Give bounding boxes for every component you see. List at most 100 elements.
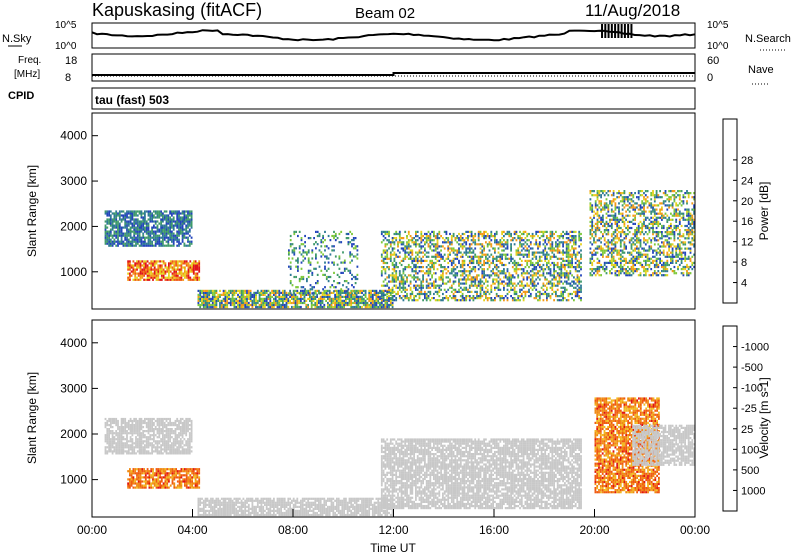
heatmap-cell bbox=[305, 303, 308, 307]
heatmap-cell bbox=[197, 295, 200, 298]
heatmap-cell bbox=[627, 261, 629, 264]
heatmap-cell bbox=[526, 239, 529, 242]
heatmap-cell bbox=[537, 251, 539, 254]
heatmap-cell bbox=[504, 274, 507, 277]
heatmap-cell bbox=[596, 265, 599, 269]
heatmap-cell bbox=[646, 206, 649, 209]
heatmap-cell bbox=[479, 288, 482, 291]
heatmap-cell bbox=[643, 192, 645, 195]
heatmap-cell bbox=[598, 245, 601, 248]
heatmap-cell bbox=[395, 239, 398, 242]
heatmap-cell bbox=[154, 222, 157, 225]
heatmap-cell bbox=[574, 295, 577, 298]
heatmap-cell bbox=[670, 222, 672, 225]
heatmap-cell bbox=[416, 243, 419, 246]
heatmap-cell bbox=[630, 206, 633, 209]
heatmap-cell bbox=[316, 280, 319, 283]
heatmap-cell bbox=[648, 222, 651, 225]
heatmap-cell bbox=[139, 266, 142, 269]
heatmap-cell bbox=[442, 237, 444, 240]
heatmap-cell bbox=[551, 255, 554, 258]
heatmap-cell bbox=[517, 297, 520, 300]
heatmap-cell bbox=[133, 240, 136, 243]
heatmap-cell bbox=[449, 278, 451, 281]
heatmap-cell bbox=[593, 239, 595, 242]
heatmap-cell bbox=[144, 244, 146, 247]
heatmap-cell bbox=[318, 301, 320, 305]
heatmap-cell bbox=[213, 289, 216, 292]
heatmap-cell bbox=[142, 236, 145, 239]
heatmap-cell bbox=[495, 268, 498, 271]
heatmap-cell bbox=[558, 257, 561, 260]
heatmap-cell bbox=[664, 274, 667, 277]
heatmap-cell bbox=[501, 243, 503, 246]
heatmap-cell bbox=[468, 230, 471, 233]
heatmap-cell bbox=[440, 263, 442, 267]
heatmap-cell bbox=[240, 305, 243, 309]
heatmap-cell bbox=[497, 241, 500, 244]
heatmap-cell bbox=[549, 247, 552, 250]
heatmap-cell bbox=[104, 226, 107, 229]
heatmap-cell bbox=[652, 261, 654, 264]
heatmap-cell bbox=[639, 251, 642, 254]
heatmap-cell bbox=[627, 233, 629, 236]
heatmap-cell bbox=[391, 297, 394, 300]
heatmap-cell bbox=[287, 297, 290, 300]
heatmap-cell bbox=[621, 208, 624, 211]
heatmap-cell bbox=[126, 210, 128, 213]
heatmap-cell bbox=[117, 230, 119, 233]
heatmap-cell bbox=[159, 270, 161, 273]
heatmap-cell bbox=[519, 284, 521, 287]
heatmap-cell bbox=[283, 293, 286, 296]
heatmap-cell bbox=[524, 259, 527, 262]
heatmap-cell bbox=[657, 235, 660, 238]
heatmap-cell bbox=[120, 220, 123, 223]
heatmap-cell bbox=[379, 305, 381, 309]
heatmap-cell bbox=[415, 299, 417, 302]
heatmap-cell bbox=[197, 303, 200, 307]
heatmap-cell bbox=[612, 218, 615, 221]
heatmap-cell bbox=[219, 289, 221, 292]
heatmap-cell bbox=[591, 218, 594, 221]
heatmap-cell bbox=[349, 253, 352, 256]
heatmap-cell bbox=[434, 272, 437, 275]
heatmap-cell bbox=[355, 293, 358, 296]
heatmap-cell bbox=[450, 249, 453, 252]
heatmap-cell bbox=[529, 278, 532, 281]
heatmap-cell bbox=[422, 292, 424, 296]
heatmap-cell bbox=[415, 288, 417, 291]
heatmap-cell bbox=[637, 231, 640, 234]
heatmap-cell bbox=[138, 230, 141, 233]
heatmap-cell bbox=[628, 231, 631, 234]
heatmap-cell bbox=[524, 295, 527, 298]
heatmap-cell bbox=[503, 280, 505, 283]
heatmap-cell bbox=[296, 301, 299, 305]
heatmap-cell bbox=[397, 286, 399, 289]
heatmap-cell bbox=[298, 299, 300, 302]
heatmap-cell bbox=[185, 276, 188, 279]
heatmap-cell bbox=[474, 268, 477, 271]
heatmap-cell bbox=[333, 280, 335, 283]
heatmap-cell bbox=[573, 251, 575, 254]
heatmap-cell bbox=[108, 218, 110, 221]
heatmap-cell bbox=[167, 242, 170, 245]
heatmap-cell bbox=[145, 242, 148, 245]
heatmap-cell bbox=[596, 220, 599, 223]
heatmap-cell bbox=[499, 297, 502, 300]
heatmap-cell bbox=[467, 295, 469, 298]
heatmap-cell bbox=[289, 299, 291, 302]
heatmap-cell bbox=[486, 288, 489, 291]
heatmap-cell bbox=[666, 214, 669, 217]
heatmap-cell bbox=[522, 230, 525, 233]
heatmap-cell bbox=[389, 243, 392, 246]
heatmap-cell bbox=[196, 266, 199, 269]
heatmap-cell bbox=[124, 238, 127, 241]
heatmap-cell bbox=[447, 241, 450, 244]
heatmap-cell bbox=[171, 232, 173, 235]
heatmap-cell bbox=[262, 305, 265, 309]
heatmap-cell bbox=[302, 259, 305, 262]
heatmap-cell bbox=[291, 295, 293, 298]
heatmap-cell bbox=[655, 274, 658, 277]
heatmap-cell bbox=[340, 261, 343, 264]
heatmap-cell bbox=[479, 284, 482, 287]
